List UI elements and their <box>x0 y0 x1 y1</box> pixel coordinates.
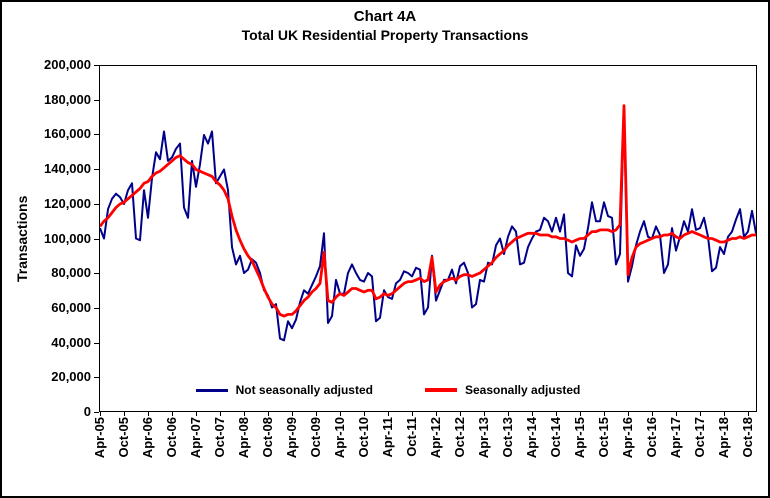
x-tick-mark <box>484 412 485 416</box>
x-tick-label: Oct-10 <box>356 417 371 458</box>
x-tick-mark <box>172 412 173 416</box>
series-line-nsa <box>100 111 756 342</box>
x-tick-label: Oct-12 <box>452 417 467 458</box>
x-tick-label: Apr-16 <box>620 417 635 459</box>
x-tick-mark <box>628 412 629 416</box>
x-tick-mark <box>700 412 701 416</box>
x-tick-mark <box>388 412 389 416</box>
x-tick-label: Oct-07 <box>212 417 227 458</box>
x-tick-mark <box>460 412 461 416</box>
x-tick-label: Oct-18 <box>740 417 755 458</box>
x-tick-mark <box>580 412 581 416</box>
y-tick-mark <box>94 412 99 413</box>
x-tick-label: Apr-07 <box>188 417 203 459</box>
x-tick-label: Apr-14 <box>524 417 539 459</box>
x-tick-mark <box>244 412 245 416</box>
x-tick-mark <box>340 412 341 416</box>
x-tick-label: Apr-12 <box>428 417 443 459</box>
x-tick-label: Oct-16 <box>644 417 659 458</box>
x-tick-mark <box>748 412 749 416</box>
x-tick-label: Oct-06 <box>164 417 179 458</box>
x-tick-mark <box>100 412 101 416</box>
x-tick-label: Apr-10 <box>332 417 347 459</box>
x-tick-label: Oct-17 <box>692 417 707 458</box>
x-tick-mark <box>676 412 677 416</box>
x-tick-mark <box>604 412 605 416</box>
x-tick-mark <box>220 412 221 416</box>
x-tick-label: Apr-08 <box>236 417 251 459</box>
x-tick-mark <box>412 412 413 416</box>
legend-line-sample-nsa-icon <box>195 388 228 392</box>
chart-subtitle: Total UK Residential Property Transactio… <box>241 27 529 43</box>
x-tick-mark <box>556 412 557 416</box>
legend-item-seasonally-adjusted: Seasonally adjusted <box>424 383 581 397</box>
x-tick-label: Oct-05 <box>116 417 131 458</box>
x-tick-mark <box>148 412 149 416</box>
x-tick-mark <box>124 412 125 416</box>
x-tick-label: Oct-08 <box>260 417 275 458</box>
legend-label-nsa: Not seasonally adjusted <box>235 383 373 397</box>
plot-area: Not seasonally adjusted Seasonally adjus… <box>99 65 757 412</box>
series-lines-canvas <box>100 104 756 342</box>
x-tick-label: Apr-05 <box>92 417 107 459</box>
x-tick-mark <box>196 412 197 416</box>
x-tick-label: Oct-09 <box>308 417 323 458</box>
x-tick-mark <box>316 412 317 416</box>
chart-title: Chart 4A <box>353 8 417 25</box>
x-tick-label: Oct-15 <box>596 417 611 458</box>
legend-label-sa: Seasonally adjusted <box>464 383 581 397</box>
x-tick-mark <box>436 412 437 416</box>
x-tick-label: Oct-14 <box>548 417 563 458</box>
x-tick-mark <box>292 412 293 416</box>
x-tick-mark <box>364 412 365 416</box>
x-tick-mark <box>268 412 269 416</box>
x-tick-label: Apr-09 <box>284 417 299 459</box>
x-tick-label: Oct-13 <box>500 417 515 458</box>
x-tick-mark <box>652 412 653 416</box>
legend-line-sample-sa-icon <box>424 388 457 392</box>
x-tick-label: Apr-06 <box>140 417 155 459</box>
x-tick-label: Apr-18 <box>716 417 731 459</box>
x-tick-mark <box>508 412 509 416</box>
series-line-sa <box>100 104 756 318</box>
x-tick-mark <box>724 412 725 416</box>
x-tick-label: Oct-11 <box>404 417 419 457</box>
x-tick-label: Apr-13 <box>476 417 491 459</box>
legend: Not seasonally adjusted Seasonally adjus… <box>100 383 676 397</box>
legend-item-not-seasonally-adjusted: Not seasonally adjusted <box>195 383 373 397</box>
x-tick-mark <box>532 412 533 416</box>
y-axis-title: Transactions <box>14 195 30 282</box>
x-tick-label: Apr-11 <box>380 417 395 458</box>
x-tick-label: Apr-17 <box>668 417 683 459</box>
x-tick-label: Apr-15 <box>572 417 587 459</box>
